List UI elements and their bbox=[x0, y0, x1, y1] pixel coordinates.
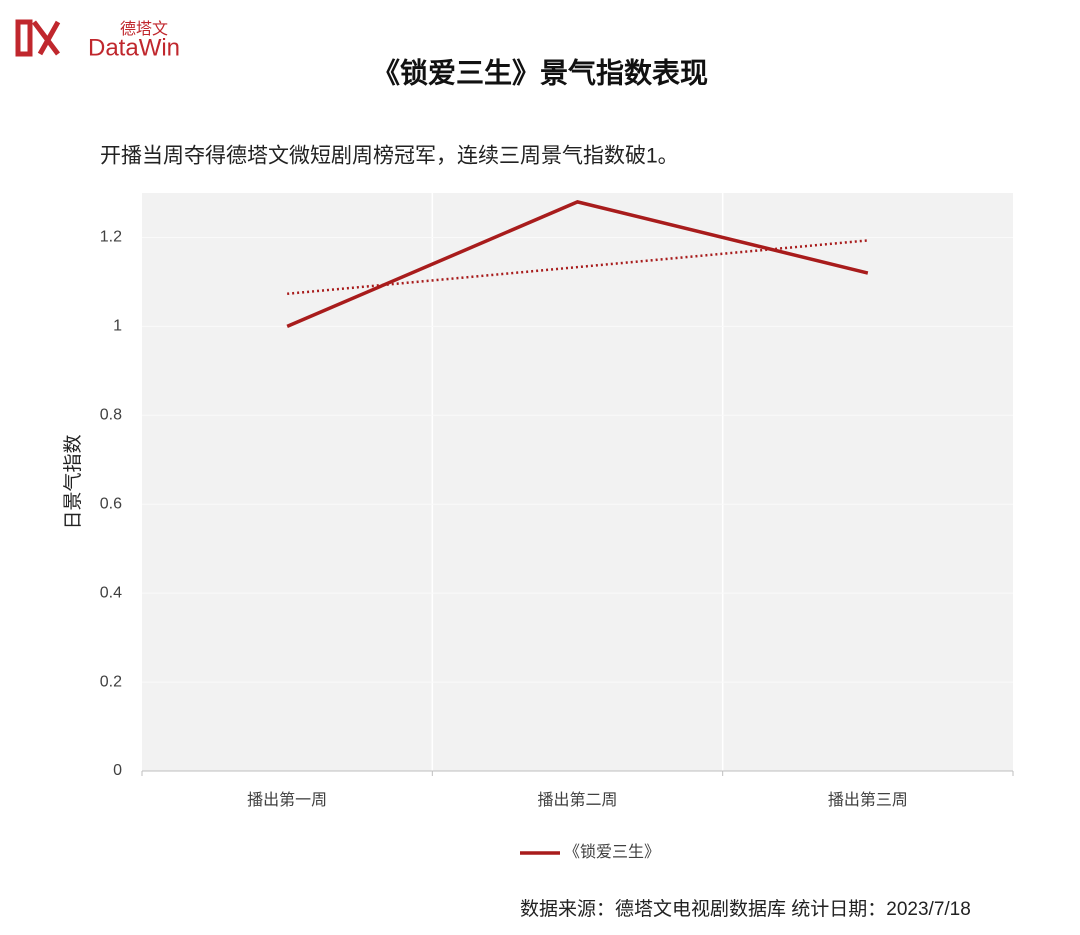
y-tick-label: 1.2 bbox=[100, 229, 122, 246]
source-note: 数据来源：德塔文电视剧数据库 统计日期：2023/7/18 bbox=[520, 898, 971, 920]
y-tick-label: 0.4 bbox=[100, 584, 122, 601]
y-tick-label: 0.8 bbox=[100, 407, 122, 424]
chart-title: 《锁爱三生》景气指数表现 bbox=[372, 56, 708, 88]
x-tick-label: 播出第二周 bbox=[537, 791, 617, 809]
chart-subtitle: 开播当周夺得德塔文微短剧周榜冠军，连续三周景气指数破1。 bbox=[100, 145, 679, 168]
x-tick-label: 播出第一周 bbox=[247, 791, 327, 809]
series-line bbox=[286, 200, 869, 328]
y-axis-label: 日景气指数 bbox=[62, 434, 84, 529]
logo: 德塔文 DataWin bbox=[15, 19, 180, 61]
y-tick-label: 1 bbox=[113, 318, 122, 335]
plot-area bbox=[142, 193, 1013, 771]
logo-cn: 德塔文 bbox=[120, 20, 168, 38]
logo-en: DataWin bbox=[88, 34, 180, 61]
y-tick-label: 0 bbox=[113, 762, 122, 779]
x-tick-label: 播出第三周 bbox=[828, 791, 908, 809]
y-tick-label: 0.6 bbox=[100, 495, 122, 512]
y-tick-label: 0.2 bbox=[100, 673, 122, 690]
legend-label: 《锁爱三生》 bbox=[564, 843, 660, 861]
logo-mark bbox=[15, 19, 61, 57]
